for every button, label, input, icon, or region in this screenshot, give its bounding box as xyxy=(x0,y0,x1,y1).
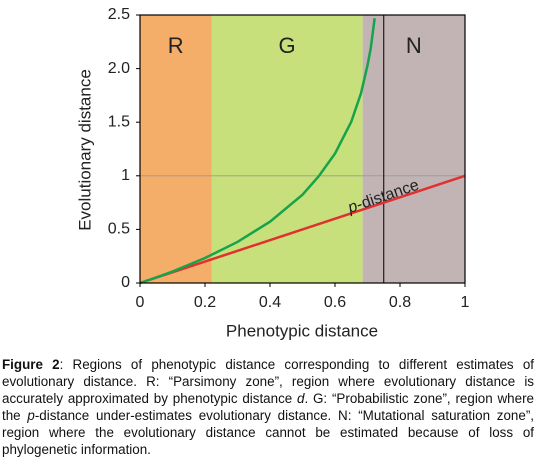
y-axis-label: Evolutionary distance xyxy=(75,69,94,231)
y-tick-label: 0 xyxy=(121,274,130,291)
caption-segment: : Regions of phenotypic distance corresp… xyxy=(2,357,534,406)
y-tick-label: 1.5 xyxy=(108,113,130,130)
caption-segment: -distance under-estimates evolutionary d… xyxy=(2,408,534,457)
line xyxy=(139,18,376,285)
chart: Phenotypic distance Evolutionary distanc… xyxy=(75,6,470,340)
x-tick-label: 0.6 xyxy=(324,294,346,311)
caption: Figure 2: Regions of phenotypic distance… xyxy=(2,356,534,458)
y-tick-label: 1 xyxy=(121,167,130,184)
x-tick-label: 1 xyxy=(461,294,470,311)
y-tick-label: 2.0 xyxy=(108,60,130,77)
caption-segment: p xyxy=(27,408,35,423)
line xyxy=(139,174,466,285)
region-label: N xyxy=(406,33,422,58)
y-tick-label: 2.5 xyxy=(108,6,130,23)
region xyxy=(362,15,465,283)
region-label: G xyxy=(279,33,296,58)
region xyxy=(140,15,212,283)
caption-segment: d xyxy=(297,391,305,406)
x-tick-label: 0.2 xyxy=(194,294,216,311)
caption-segment: Figure 2 xyxy=(2,357,60,372)
caption-segment: . G: “Probabilistic zone”, region where … xyxy=(2,391,534,423)
x-tick-label: 0 xyxy=(136,294,145,311)
y-tick-label: 0.5 xyxy=(108,221,130,238)
x-tick-label: 0.4 xyxy=(259,294,281,311)
x-tick-label: 0.8 xyxy=(389,294,411,311)
x-axis-label: Phenotypic distance xyxy=(226,321,378,340)
region-label: R xyxy=(168,33,184,58)
plot-frame xyxy=(139,14,466,284)
